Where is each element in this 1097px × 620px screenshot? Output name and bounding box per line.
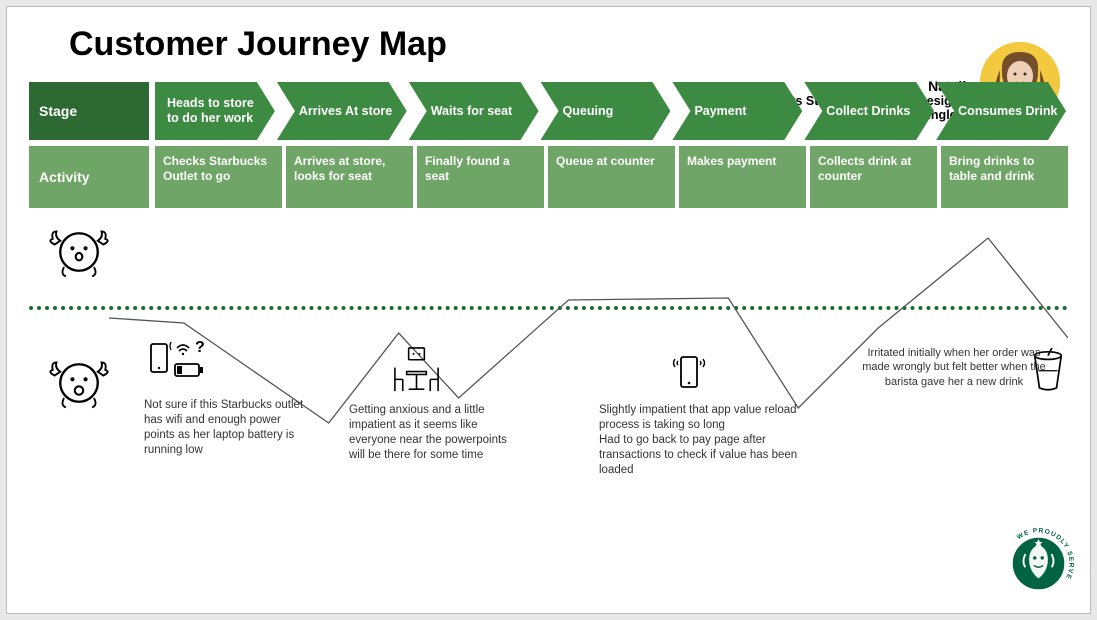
stage-arrow-3: Waits for seat bbox=[409, 82, 539, 140]
happy-face-icon bbox=[49, 222, 109, 282]
note-2: Getting anxious and a little impatient a… bbox=[349, 403, 509, 463]
activity-row-label: Activity bbox=[29, 146, 149, 208]
slide: Customer Journey Map Natalie Arts Studen… bbox=[6, 6, 1091, 614]
activity-cell-1: Checks Starbucks Outlet to go bbox=[155, 146, 282, 208]
note-1: Not sure if this Starbucks outlet has wi… bbox=[144, 398, 314, 458]
stage-arrow-2: Arrives At store bbox=[277, 82, 407, 140]
table-chairs-icon bbox=[389, 346, 444, 401]
phone-signal-icon bbox=[669, 353, 709, 393]
stage-row: Stage Heads to store to do her work Arri… bbox=[29, 82, 1068, 140]
note-3: Slightly impatient that app value reload… bbox=[599, 403, 819, 478]
activity-row: Activity Checks Starbucks Outlet to go A… bbox=[29, 146, 1068, 208]
stage-arrow-4: Queuing bbox=[541, 82, 671, 140]
brand-logo: WE PROUDLY SERVE bbox=[1001, 526, 1076, 601]
stage-arrow-6: Collect Drinks bbox=[804, 82, 934, 140]
activity-cell-7: Bring drinks to table and drink bbox=[941, 146, 1068, 208]
activity-cell-5: Makes payment bbox=[679, 146, 806, 208]
note-4: Irritated initially when her order was m… bbox=[859, 346, 1049, 389]
stage-arrow-5: Payment bbox=[672, 82, 802, 140]
stage-arrow-1: Heads to store to do her work bbox=[155, 82, 275, 140]
svg-text:?: ? bbox=[195, 339, 205, 356]
sad-face-icon bbox=[49, 353, 109, 413]
emotion-chart: ? bbox=[29, 218, 1068, 528]
stage-arrow-7: Consumes Drink bbox=[936, 82, 1066, 140]
activity-cell-6: Collects drink at counter bbox=[810, 146, 937, 208]
activity-cell-3: Finally found a seat bbox=[417, 146, 544, 208]
activity-cells: Checks Starbucks Outlet to go Arrives at… bbox=[155, 146, 1068, 208]
activity-cell-2: Arrives at store, looks for seat bbox=[286, 146, 413, 208]
stage-row-label: Stage bbox=[29, 82, 149, 140]
phone-battery-wifi-icon: ? bbox=[149, 338, 209, 388]
activity-cell-4: Queue at counter bbox=[548, 146, 675, 208]
